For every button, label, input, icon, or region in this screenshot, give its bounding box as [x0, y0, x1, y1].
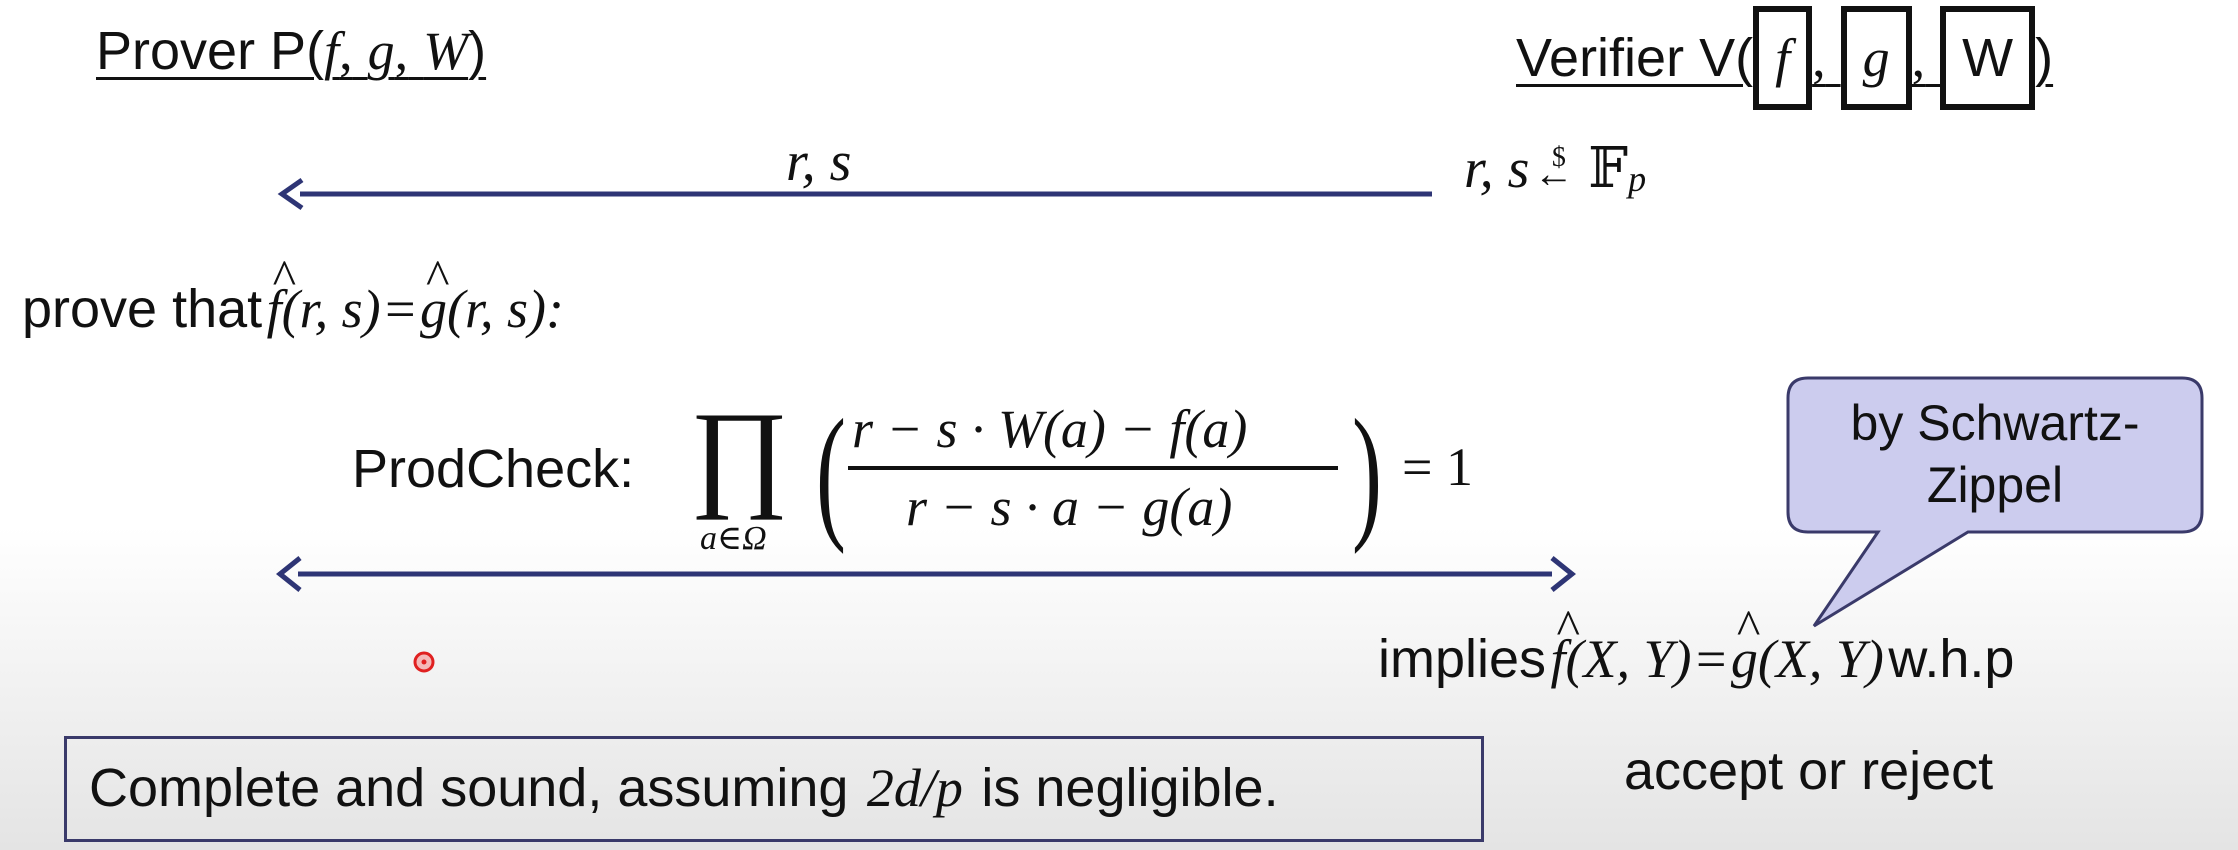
g-hat-xy: g [1731, 598, 1760, 690]
product-subscript: a∈Ω [700, 520, 767, 557]
paren-right: ) [1351, 389, 1382, 555]
fraction-denominator: r − s · a − g(a) [906, 477, 1233, 537]
prodcheck-rhs: = 1 [1402, 437, 1473, 497]
sample-dollar: $ [1551, 142, 1566, 173]
callout-bubble [1786, 376, 2204, 628]
prover-arg-w: W [423, 21, 469, 81]
pointer-dot-center [421, 659, 427, 665]
f-hat-xy: f [1551, 598, 1580, 690]
verifier-commit-f: f [1753, 6, 1813, 110]
g-hat: g [420, 248, 449, 340]
decision-text: accept or reject [1624, 741, 1994, 801]
prove-statement: prove that f(r, s) = g(r, s): [22, 248, 564, 340]
prodcheck-arrow-right-head [1550, 556, 1577, 592]
f-hat: f [267, 248, 296, 340]
sample-arrow: ← [1533, 151, 1574, 196]
conclusion-box: Complete and sound, assuming 2d/p is neg… [64, 736, 1484, 842]
prover-title: Prover P(f, g, W) [96, 21, 487, 81]
paren-left: ( [815, 389, 846, 555]
verifier-commit-g: g [1840, 6, 1912, 110]
product-symbol: ∏ [690, 387, 789, 520]
challenge-label: r, s [786, 131, 852, 193]
verifier-commit-w: W [1940, 6, 2036, 110]
prover-arg-g: g [367, 21, 395, 81]
callout-text: by Schwartz- Zippel [1850, 395, 2140, 513]
prodcheck-arrow-left-head [275, 556, 302, 592]
implies-statement: implies f(X, Y) = g(X, Y) w.h.p [1378, 598, 2014, 690]
verifier-sampling: r, s $ ← 𝔽p [1464, 138, 1647, 200]
verifier-title: Verifier V(f, g, W) [1516, 6, 2053, 110]
fraction-bar [848, 466, 1338, 470]
challenge-arrow-head [277, 177, 304, 211]
field-symbol: 𝔽 [1588, 138, 1629, 200]
fraction-numerator: r − s · W(a) − f(a) [852, 399, 1248, 459]
prodcheck-label: ProdCheck: [352, 439, 635, 499]
prover-arg-f: f [324, 21, 340, 81]
negligible-fraction: 2d/p [866, 758, 963, 818]
